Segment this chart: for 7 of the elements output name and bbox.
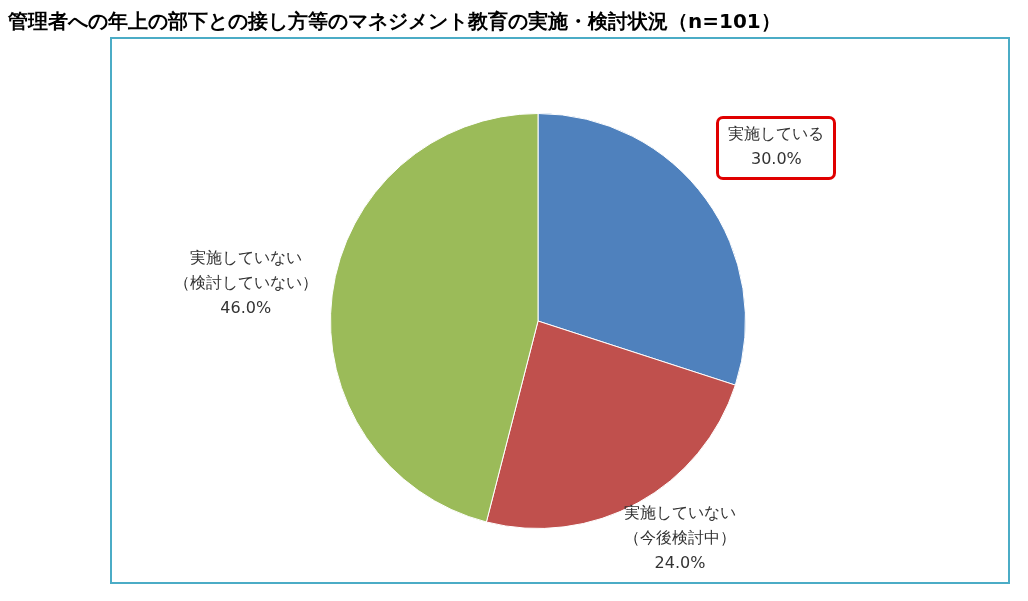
data-label: 30.0% <box>750 149 802 169</box>
slice-label: 実施していない（今後検討中） <box>623 502 736 547</box>
data-label: 24.0% <box>654 552 706 572</box>
slice-label: 実施していない（検討していない） <box>173 248 318 293</box>
chart-title: 管理者への年上の部下との接し方等のマネジメント教育の実施・検討状況（n=101） <box>8 8 781 35</box>
data-label: 46.0% <box>220 298 272 318</box>
slice-label: 実施している <box>728 124 825 144</box>
